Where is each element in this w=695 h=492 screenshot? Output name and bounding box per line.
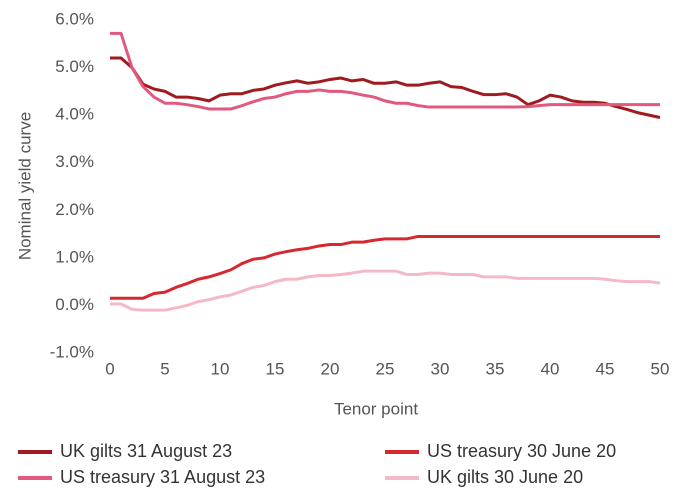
- series-line: [110, 234, 660, 300]
- y-tick-label: 6.0%: [55, 9, 94, 28]
- x-tick-label: 45: [596, 359, 615, 378]
- series-line: [110, 269, 661, 312]
- y-tick-label: 3.0%: [55, 152, 94, 171]
- legend-label: US treasury 30 June 20: [427, 441, 616, 461]
- y-tick-label: 0.0%: [55, 295, 94, 314]
- legend-label: US treasury 31 August 23: [60, 467, 265, 487]
- series-line: [110, 31, 660, 111]
- x-tick-label: 20: [321, 359, 340, 378]
- y-tick-label: 4.0%: [55, 105, 94, 124]
- legend-label: UK gilts 31 August 23: [60, 441, 232, 461]
- x-tick-label: 0: [105, 359, 114, 378]
- y-tick-label: 5.0%: [55, 57, 94, 76]
- x-tick-label: 15: [266, 359, 285, 378]
- y-tick-label: -1.0%: [50, 342, 94, 361]
- x-tick-label: 30: [431, 359, 450, 378]
- legend-label: UK gilts 30 June 20: [427, 467, 583, 487]
- x-tick-label: 35: [486, 359, 505, 378]
- x-axis-label: Tenor point: [334, 399, 418, 418]
- x-tick-label: 10: [211, 359, 230, 378]
- x-tick-label: 5: [160, 359, 169, 378]
- series-line: [110, 56, 661, 119]
- y-axis-label: Nominal yield curve: [15, 112, 34, 260]
- x-tick-label: 25: [376, 359, 395, 378]
- x-tick-label: 50: [651, 359, 670, 378]
- y-tick-label: 1.0%: [55, 247, 94, 266]
- x-tick-label: 40: [541, 359, 560, 378]
- y-tick-label: 2.0%: [55, 200, 94, 219]
